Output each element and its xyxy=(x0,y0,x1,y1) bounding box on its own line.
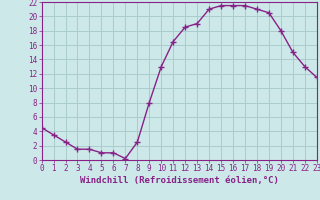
X-axis label: Windchill (Refroidissement éolien,°C): Windchill (Refroidissement éolien,°C) xyxy=(80,176,279,185)
